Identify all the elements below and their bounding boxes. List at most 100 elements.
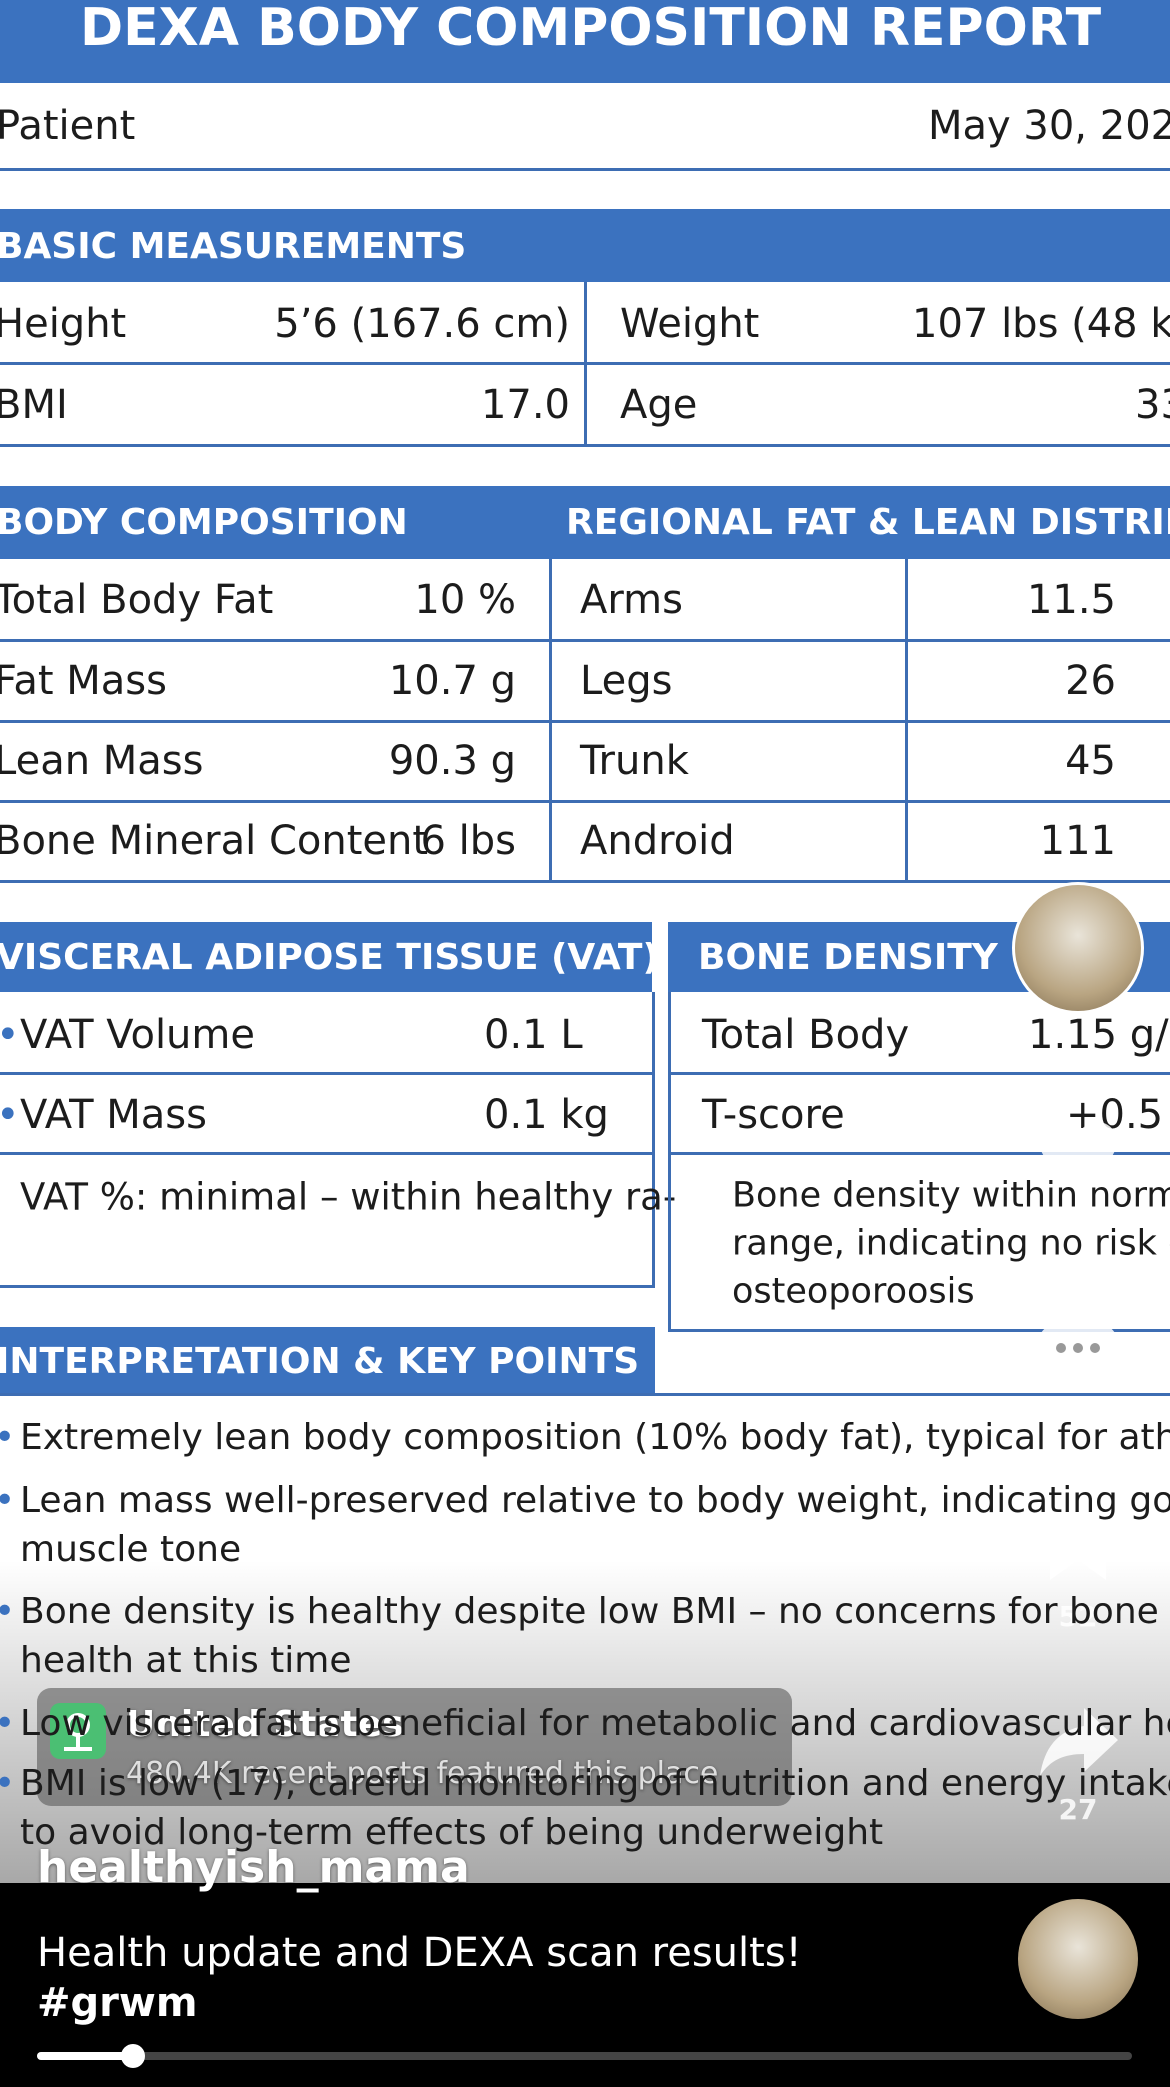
section-title: INTERPRETATION & KEY POINTS — [0, 1341, 640, 1382]
rule — [0, 168, 1170, 171]
rule — [0, 1072, 652, 1075]
cell: +0.5 — [1066, 1092, 1164, 1138]
cell: VAT Mass — [20, 1092, 207, 1138]
rule — [0, 639, 1170, 642]
bullet: • — [0, 1594, 15, 1630]
report-header-band — [0, 0, 1170, 83]
comment-button[interactable] — [1033, 1312, 1123, 1392]
cell: 33 — [1135, 382, 1170, 428]
cell: Bone Mineral Content — [0, 818, 429, 864]
bullet: • — [0, 1420, 15, 1456]
bone-note: osteoporoosis — [732, 1271, 975, 1312]
section-title: REGIONAL FAT & LEAN DISTRIBUTION — [566, 502, 1170, 543]
progress-handle[interactable] — [121, 2044, 145, 2068]
cell: Total Body Fat — [0, 577, 274, 623]
section-header — [0, 209, 1170, 282]
hashtag[interactable]: #grwm — [37, 1980, 198, 2026]
section-title: VISCERAL ADIPOSE TISSUE (VAT) — [0, 937, 659, 978]
cell: Arms — [580, 577, 683, 623]
cell: 1.15 g/cm² — [1028, 1012, 1170, 1058]
progress-fill — [37, 2052, 133, 2060]
key-point: Low visceral fat is beneficial for metab… — [20, 1703, 1170, 1744]
comment-count: 79 — [1058, 1404, 1098, 1437]
save-button[interactable] — [1046, 1508, 1110, 1584]
cell: Legs — [580, 658, 673, 704]
pin-glyph — [64, 1713, 92, 1751]
share-count: 27 — [1058, 1793, 1098, 1826]
cell: Total Body — [702, 1012, 910, 1058]
cell: 90.3 g — [388, 738, 516, 784]
key-point: to avoid long-term effects of being unde… — [20, 1812, 884, 1853]
section-title: BODY COMPOSITION — [0, 502, 408, 543]
caption: Health update and DEXA scan results! — [37, 1930, 802, 1976]
cell: 10 % — [414, 577, 516, 623]
cell: 0.1 kg — [484, 1092, 609, 1138]
cell: Android — [580, 818, 735, 864]
cell: Age — [620, 382, 698, 428]
bullet: • — [0, 1015, 20, 1055]
creator-avatar[interactable] — [1012, 882, 1144, 1014]
bullet: • — [0, 1766, 15, 1802]
like-count: 984 — [1048, 1208, 1108, 1241]
save-count: 52 — [1058, 1600, 1098, 1633]
section-header — [0, 922, 652, 992]
rule — [0, 1393, 1170, 1396]
key-point: Lean mass well-preserved relative to bod… — [20, 1480, 1170, 1521]
rule — [905, 559, 908, 882]
cell: BMI — [0, 382, 68, 428]
cell: 11.5 — [1026, 577, 1116, 623]
bone-note: range, indicating no risk of — [732, 1223, 1170, 1264]
key-point: Bone density is healthy despite low BMI … — [20, 1591, 1159, 1632]
cell: Trunk — [580, 738, 689, 784]
report-date: May 30, 2025 — [928, 103, 1170, 149]
key-point: BMI is low (17), careful monitoring of n… — [20, 1763, 1170, 1804]
cell: 0.1 L — [484, 1012, 583, 1058]
section-header — [0, 486, 1170, 559]
cell: Fat Mass — [0, 658, 167, 704]
cell: VAT Volume — [20, 1012, 255, 1058]
section-title: BASIC MEASUREMENTS — [0, 226, 467, 267]
rule — [584, 282, 587, 446]
location-pill[interactable] — [37, 1688, 792, 1806]
cell: Height — [0, 301, 127, 347]
progress-track[interactable] — [37, 2052, 1132, 2060]
rule — [0, 880, 1170, 883]
key-point: muscle tone — [20, 1529, 242, 1570]
vat-box — [0, 992, 655, 1288]
cell: 111 — [1039, 818, 1116, 864]
cell: Weight — [620, 301, 760, 347]
report-title: DEXA BODY COMPOSITION REPORT — [80, 0, 1102, 58]
cell: T-score — [702, 1092, 845, 1138]
patient-label: Patient — [0, 103, 136, 149]
location-posts: 480.4K recent posts featured this place — [126, 1756, 719, 1791]
sound-avatar[interactable] — [1018, 1899, 1138, 2019]
key-point: health at this time — [20, 1640, 352, 1681]
location-name[interactable]: United States — [126, 1704, 404, 1745]
username[interactable]: healthyish_mama — [37, 1842, 470, 1893]
rule — [0, 720, 1170, 723]
bone-note: Bone density within normal — [732, 1175, 1170, 1216]
bullet: • — [0, 1706, 15, 1742]
cell: 10.7 g — [388, 658, 516, 704]
rule — [0, 800, 1170, 803]
cell: 107 lbs (48 kg) — [912, 301, 1170, 347]
cell: 17.0 — [480, 382, 570, 428]
section-header — [0, 1327, 655, 1395]
rule — [668, 1072, 1170, 1075]
key-point: Extremely lean body composition (10% bod… — [20, 1417, 1170, 1458]
cell: 26 — [1065, 658, 1116, 704]
cell: 45 — [1065, 738, 1116, 784]
share-button[interactable] — [1036, 1704, 1120, 1780]
bone-box — [668, 992, 1170, 1332]
vat-note: VAT %: minimal – within healthy ra- — [20, 1175, 677, 1219]
rule — [668, 1152, 1170, 1155]
bullet: • — [0, 1095, 20, 1135]
bullet: • — [0, 1483, 15, 1519]
cell: 5’6 (167.6 cm) — [274, 301, 570, 347]
rule — [0, 1152, 652, 1155]
section-title: BONE DENSITY — [698, 937, 998, 978]
like-button[interactable] — [1033, 1115, 1123, 1195]
cell: 6 lbs — [420, 818, 516, 864]
rule — [549, 559, 552, 882]
